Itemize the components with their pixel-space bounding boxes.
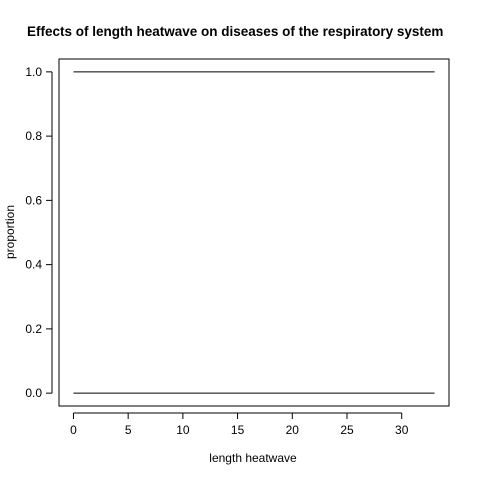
x-tick-label: 20 xyxy=(286,423,300,437)
x-tick-label: 10 xyxy=(176,423,190,437)
y-tick-label: 0.2 xyxy=(25,322,42,336)
y-tick-label: 1.0 xyxy=(25,65,42,79)
plot-frame xyxy=(58,58,450,407)
y-tick-label: 0.8 xyxy=(25,129,42,143)
x-tick-label: 0 xyxy=(70,423,77,437)
x-axis: 0 5 10 15 20 25 30 xyxy=(70,412,409,437)
y-tick-label: 0.4 xyxy=(25,258,42,272)
chart-title: Effects of length heatwave on diseases o… xyxy=(27,24,443,39)
series-layer xyxy=(73,71,435,394)
x-tick-label: 5 xyxy=(125,423,132,437)
x-axis-title: length heatwave xyxy=(209,451,297,465)
y-axis-title: proportion xyxy=(3,205,17,259)
x-tick-label: 25 xyxy=(340,423,354,437)
x-tick-label: 15 xyxy=(231,423,245,437)
x-tick-label: 30 xyxy=(395,423,409,437)
y-tick-label: 0.0 xyxy=(25,386,42,400)
y-tick-label: 0.6 xyxy=(25,193,42,207)
y-axis: 0.0 0.2 0.4 0.6 0.8 1.0 xyxy=(25,65,53,400)
